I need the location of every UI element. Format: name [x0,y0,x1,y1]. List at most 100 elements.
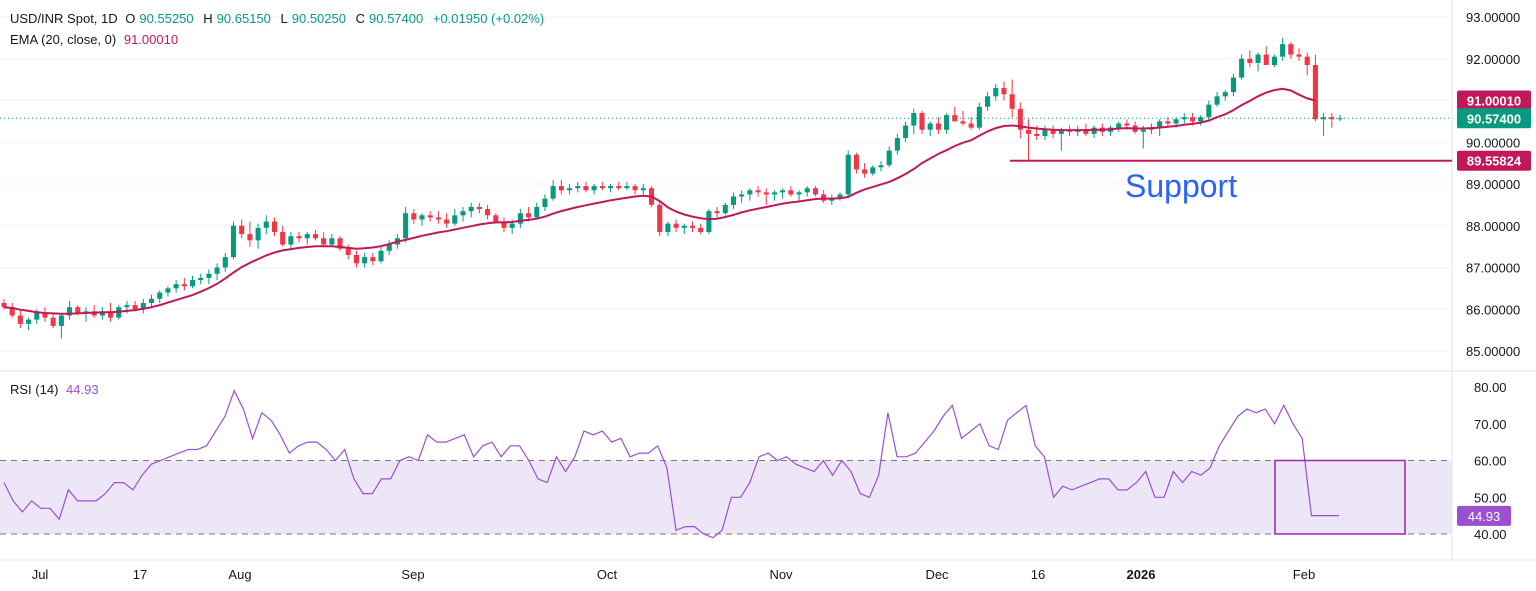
candle-body [435,217,441,220]
candle-body [788,190,794,195]
candle-body [1042,129,1048,136]
ema-label: EMA (20, close, 0) [10,32,117,47]
candle-body [829,198,835,201]
rsi-label: RSI (14) [10,382,59,397]
candle-body [214,267,220,274]
candle-body [821,194,827,201]
rsi-value-label-text: 44.93 [1468,509,1501,524]
candle-body [730,196,737,205]
price-tick-label: 88.00000 [1466,219,1520,234]
candle-body [157,292,163,299]
candle-body [485,209,491,216]
candle-body [665,223,671,233]
time-tick-label: Feb [1293,567,1315,582]
candle-body [526,213,532,218]
candle-body [75,307,81,314]
rsi-value: 44.93 [66,382,99,397]
candle-body [26,319,32,324]
low-label: L [280,11,288,26]
candle-body [985,96,991,107]
price-label-box [1457,150,1531,171]
candle-body [1296,54,1302,57]
candle-body [247,234,253,241]
candle-body [804,188,810,193]
candle-body [722,204,728,214]
price-label-text: 90.57400 [1467,111,1521,126]
high-label: H [203,11,213,26]
candle-body [1255,54,1261,63]
price-legend: USD/INR Spot, 1D O 90.55250 H 90.65150 L 90… [10,11,550,26]
candle-body [345,248,351,255]
candle-body [1222,92,1228,97]
candle-body [927,123,933,130]
support-annotation: Support [1125,168,1238,204]
candle-body [411,213,417,220]
candle-body [968,123,974,128]
candle-body [148,298,155,303]
candle-body [911,113,917,126]
candle-body [468,206,474,212]
candle-body [42,313,48,318]
candle-body [67,307,73,316]
candle-body [312,234,319,239]
candle-body [1280,44,1286,57]
candle-body [862,169,868,174]
candle-body [1312,65,1318,120]
candle-body [739,194,745,197]
candle-body [1140,129,1146,132]
candle-body [321,238,327,245]
price-tick-label: 89.00000 [1466,177,1520,192]
candle-body [1337,118,1343,120]
candle-body [501,221,507,228]
time-tick-label: 2026 [1127,567,1156,582]
rsi-band [0,460,1452,534]
price-label-box [1457,90,1531,111]
candle-body [550,186,556,199]
candle-body [591,186,597,191]
candle-body [567,188,573,191]
candle-body [903,125,909,139]
ema-line [3,87,1316,315]
candle-body [837,194,843,199]
rsi-tick-label: 70.00 [1474,417,1507,432]
candle-body [509,223,515,228]
candle-body [288,236,294,245]
candle-body [624,186,630,189]
candle-body [796,192,802,195]
price-label-text: 91.00010 [1467,93,1521,108]
candle-body [845,154,851,195]
price-tick-label: 85.00000 [1466,344,1520,359]
price-tick-label: 92.00000 [1466,52,1520,67]
candle-body [1198,117,1204,122]
candle-body [230,225,237,258]
candle-body [919,113,925,130]
candle-body [771,192,777,195]
candle-body [386,244,392,251]
candle-body [878,165,884,168]
candle-body [1271,56,1277,66]
candle-body [1050,129,1056,134]
rsi-value-label-box [1457,505,1511,526]
rsi-tick-label: 80.00 [1474,380,1507,395]
rsi-annotation-box [1274,459,1406,535]
candle-body [124,305,130,308]
candle-body [1263,54,1269,66]
candle-body [427,215,433,218]
candle-body [747,190,753,195]
candle-body [99,311,105,316]
candle-body [17,315,23,324]
price-label-box [1457,108,1531,129]
candle-body [263,221,269,228]
time-tick-label: Dec [925,567,949,582]
candle-body [632,186,638,191]
candle-body [460,211,466,216]
candle-body [206,273,212,278]
time-tick-label: Sep [401,567,424,582]
candle-body [1017,108,1023,130]
candle-body [755,190,761,193]
candle-body [108,311,114,318]
candle-body [960,121,966,124]
candle-body [452,215,458,224]
